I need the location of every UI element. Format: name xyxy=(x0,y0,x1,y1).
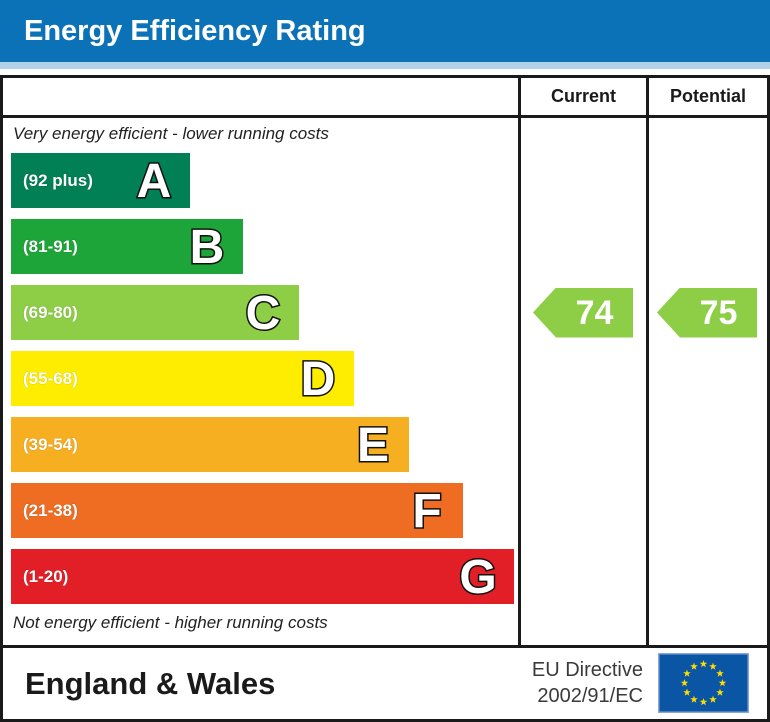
header-strip xyxy=(0,62,770,69)
column-header-potential: Potential xyxy=(669,86,746,106)
band-range-label: (39-54) xyxy=(23,435,78,454)
band-letter: D xyxy=(299,352,337,407)
column-divider-current xyxy=(518,78,521,648)
band-letter: C xyxy=(244,286,282,341)
band-range-label: (21-38) xyxy=(23,501,78,520)
header-row-divider xyxy=(3,115,767,118)
column-header-current: Current xyxy=(550,86,616,106)
svg-text:G: G xyxy=(459,551,496,604)
svg-text:B: B xyxy=(190,221,225,274)
column-divider-potential xyxy=(646,78,649,648)
current-rating-value: 74 xyxy=(575,293,614,332)
svg-text:C: C xyxy=(246,287,281,340)
svg-text:F: F xyxy=(412,485,441,538)
bottom-annotation: Not energy efficient - higher running co… xyxy=(13,613,328,632)
band-range-label: (55-68) xyxy=(23,369,78,388)
band-row-d: (55-68) D xyxy=(11,351,354,406)
svg-text:D: D xyxy=(301,353,336,406)
top-annotation: Very energy efficient - lower running co… xyxy=(13,124,329,143)
header-bar: Energy Efficiency Rating xyxy=(0,0,770,62)
band-letter: G xyxy=(458,550,498,605)
svg-text:A: A xyxy=(137,155,172,208)
footer-row: England & Wales EU Directive 2002/91/EC xyxy=(3,648,767,719)
footer-region-label: England & Wales xyxy=(25,666,276,701)
eu-flag-icon xyxy=(658,653,749,713)
band-letter: A xyxy=(135,154,173,209)
band-range-label: (92 plus) xyxy=(23,171,93,190)
eu-directive-label: EU Directive 2002/91/EC xyxy=(532,657,643,709)
band-range-label: (81-91) xyxy=(23,237,78,256)
potential-rating-arrow: 75 xyxy=(657,287,757,338)
band-row-g: (1-20) G xyxy=(11,549,514,604)
eu-directive-line2: 2002/91/EC xyxy=(537,685,643,707)
band-row-c: (69-80) C xyxy=(11,285,299,340)
band-letter: F xyxy=(411,484,443,539)
band-row-a: (92 plus) A xyxy=(11,153,190,208)
current-rating-arrow: 74 xyxy=(533,287,633,338)
band-letter: B xyxy=(188,220,226,275)
band-row-b: (81-91) B xyxy=(11,219,243,274)
eu-directive-line1: EU Directive xyxy=(531,659,643,681)
band-range-label: (69-80) xyxy=(23,303,78,322)
band-letter: E xyxy=(355,418,390,473)
potential-rating-value: 75 xyxy=(699,293,738,332)
page-title: Energy Efficiency Rating xyxy=(24,15,366,47)
footer-row-divider xyxy=(3,645,767,648)
svg-text:E: E xyxy=(357,419,389,472)
band-row-f: (21-38) F xyxy=(11,483,463,538)
band-range-label: (1-20) xyxy=(23,567,69,586)
rating-table: Current Potential Very energy efficient … xyxy=(0,75,770,722)
band-row-e: (39-54) E xyxy=(11,417,409,472)
